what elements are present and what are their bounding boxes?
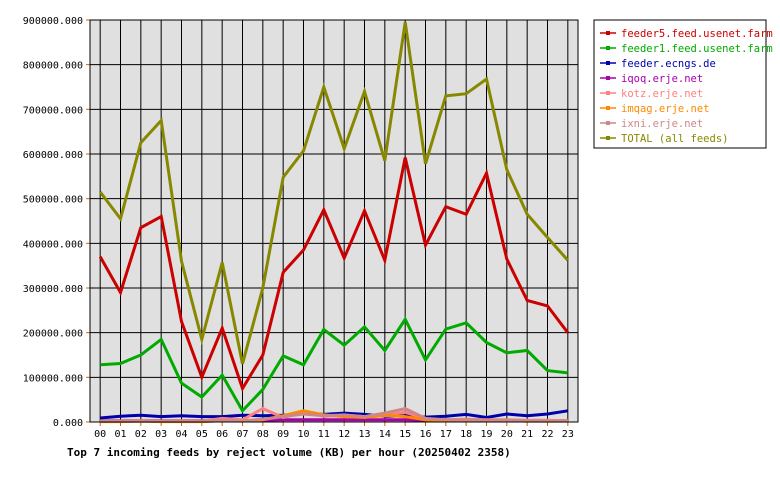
legend-label: imqag.erje.net [621,103,710,115]
series-line-7 [99,21,569,365]
x-tick-label: 20 [501,429,513,440]
x-tick-label: 21 [521,429,533,440]
x-tick-label: 05 [196,429,208,440]
y-tick-label: 400000.000 [23,239,83,250]
x-tick-label: 19 [480,429,492,440]
series-line-0 [98,157,569,393]
x-tick-label: 15 [399,429,411,440]
legend-label: ixni.erje.net [621,118,703,130]
series-lines [98,21,569,424]
legend-marker [606,121,610,125]
x-tick-label: 11 [318,429,330,440]
plot-border [89,19,579,423]
x-axis-ticks: 00 01 02 03 04 05 06 07 08 09 10 11 12 13 14 15 16 17 18 19… [94,422,574,440]
series-line-1 [100,316,568,414]
x-tick-label: 00 [94,429,106,440]
x-tick-label: 08 [257,429,269,440]
x-tick-label: 03 [155,429,167,440]
y-tick-label: 200000.000 [23,329,83,340]
y-axis-ticks: 0.000 100000.000 200000.000 300000.000 40000… [23,16,90,429]
series-line-6 [100,407,568,423]
legend-label: iqoq.erje.net [621,73,703,85]
y-tick-label: 900000.000 [23,16,83,27]
legend-marker [606,31,610,35]
legend-label: feeder5.feed.usenet.farm [621,28,773,40]
legend-label: kotz.erje.net [621,88,703,100]
legend-label: feeder.ecngs.de [621,58,716,70]
x-tick-label: 02 [135,429,147,440]
y-tick-label: 0.000 [53,418,83,429]
x-tick-label: 17 [440,429,452,440]
y-tick-label: 700000.000 [23,105,83,116]
x-tick-label: 18 [460,429,472,440]
x-tick-label: 01 [114,429,126,440]
legend-label: feeder1.feed.usenet.farm [621,43,773,55]
x-tick-label: 23 [562,429,574,440]
legend-marker [606,106,610,110]
x-tick-label: 10 [297,429,309,440]
y-tick-label: 500000.000 [23,195,83,206]
x-tick-label: 22 [541,429,553,440]
x-tick-label: 09 [277,429,289,440]
x-tick-label: 06 [216,429,228,440]
x-tick-label: 12 [338,429,350,440]
y-tick-label: 100000.000 [23,373,83,384]
legend-marker [606,46,610,50]
x-tick-label: 16 [419,429,431,440]
y-tick-label: 800000.000 [23,61,83,72]
legend: feeder5.feed.usenet.farm feeder1.feed.use… [593,19,773,149]
x-tick-label: 13 [358,429,370,440]
legend-marker [606,136,610,140]
x-tick-label: 04 [175,429,187,440]
y-tick-label: 300000.000 [23,284,83,295]
y-tick-label: 600000.000 [23,150,83,161]
chart-caption: Top 7 incoming feeds by reject volume (K… [67,446,511,459]
legend-box [593,19,767,149]
x-tick-label: 14 [379,429,391,440]
legend-marker [606,91,610,95]
legend-label: TOTAL (all feeds) [621,133,728,145]
series-line-2 [100,409,569,420]
x-tick-label: 07 [236,429,248,440]
legend-marker [606,76,610,80]
legend-marker [606,61,610,65]
